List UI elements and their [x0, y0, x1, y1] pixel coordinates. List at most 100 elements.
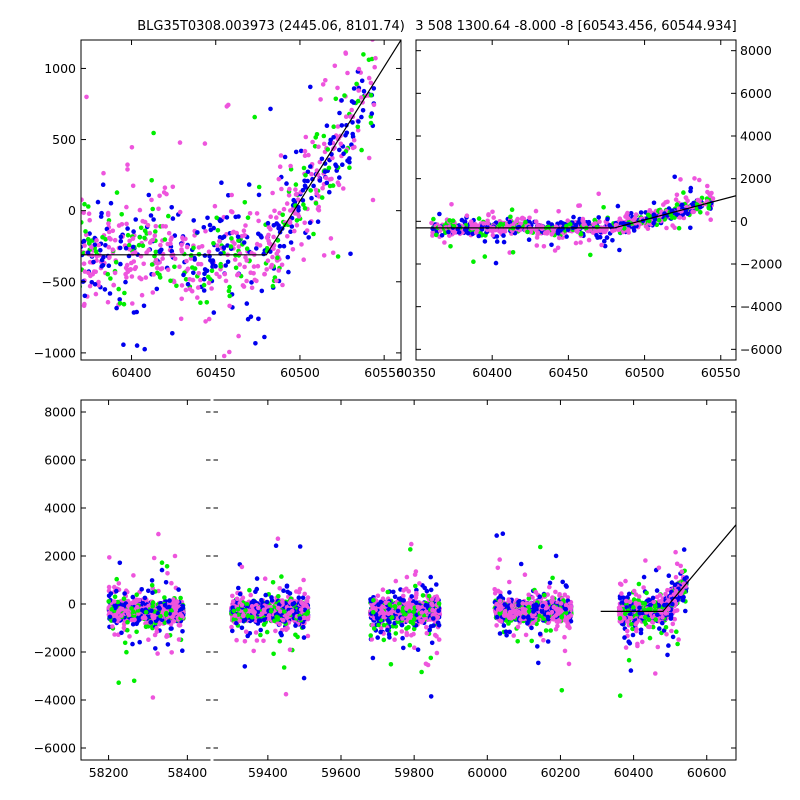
data-point [179, 242, 184, 248]
data-point [150, 695, 156, 700]
data-point [154, 286, 160, 292]
data-point [116, 609, 121, 615]
data-point [122, 290, 127, 296]
data-point [170, 331, 175, 336]
data-point [261, 607, 267, 613]
data-point [576, 203, 581, 208]
data-point [235, 607, 241, 612]
data-point [597, 219, 602, 224]
points [229, 531, 689, 699]
data-point [246, 182, 252, 187]
data-point [354, 81, 359, 87]
data-point [270, 254, 275, 260]
data-point [304, 228, 310, 233]
data-point [437, 224, 443, 230]
data-point [465, 230, 471, 236]
data-point [422, 585, 428, 591]
data-point [447, 218, 452, 223]
data-point [247, 587, 252, 593]
data-point [341, 186, 346, 191]
data-point [359, 147, 364, 153]
data-point [249, 614, 255, 620]
data-point [268, 264, 274, 270]
data-point [271, 246, 276, 251]
data-point [168, 241, 173, 246]
data-point [206, 280, 212, 286]
data-point [375, 593, 381, 599]
data-point [413, 569, 419, 574]
data-point [305, 615, 311, 620]
data-point [337, 147, 342, 153]
x-tick-label: 60450 [548, 365, 588, 380]
data-point [289, 224, 295, 229]
data-point [126, 603, 131, 609]
data-point [359, 78, 365, 84]
data-point [588, 252, 593, 258]
data-point [106, 244, 112, 250]
data-point [564, 234, 569, 239]
data-point [556, 209, 561, 214]
data-point [131, 573, 136, 578]
data-point [313, 135, 319, 140]
data-point [358, 95, 364, 100]
data-point [226, 193, 231, 198]
data-point [122, 591, 127, 596]
data-point [242, 664, 248, 669]
data-point [371, 102, 377, 108]
data-point [66, 268, 71, 273]
data-point [613, 222, 619, 228]
data-point [591, 222, 597, 227]
data-point [177, 264, 182, 270]
data-point [96, 279, 101, 285]
data-point [259, 235, 264, 240]
data-point [305, 595, 311, 600]
data-point [76, 349, 81, 354]
data-point [133, 265, 139, 270]
data-point [202, 271, 207, 277]
data-point [360, 108, 366, 113]
data-point [74, 258, 79, 263]
data-point [106, 229, 112, 235]
data-point [235, 272, 240, 278]
data-point [501, 239, 507, 245]
data-point [270, 580, 276, 585]
data-point [153, 229, 158, 234]
data-point [596, 215, 601, 220]
data-point [428, 574, 434, 580]
points [106, 531, 186, 700]
data-point [232, 241, 237, 246]
data-point [141, 261, 146, 267]
data-point [568, 222, 573, 227]
data-point [116, 581, 122, 586]
data-point [710, 196, 716, 201]
data-point [143, 275, 149, 280]
data-point [590, 230, 596, 235]
data-point [119, 222, 125, 227]
data-point [230, 628, 235, 634]
data-point [181, 272, 186, 278]
data-point [150, 237, 156, 243]
data-point [108, 200, 114, 206]
data-point [600, 228, 605, 233]
data-point [325, 147, 331, 152]
data-point [139, 292, 145, 298]
data-point [133, 597, 138, 603]
data-point [149, 178, 154, 183]
data-point [329, 176, 334, 182]
y-tick-label: 2000 [44, 549, 76, 564]
data-point [244, 278, 249, 284]
data-point [294, 223, 300, 228]
data-point [555, 245, 561, 251]
data-point [236, 333, 241, 339]
data-point [243, 223, 248, 228]
data-point [131, 609, 136, 615]
data-point [131, 678, 137, 684]
data-point [118, 606, 123, 611]
data-point [526, 237, 532, 242]
data-point [141, 303, 147, 309]
data-point [249, 280, 254, 285]
data-point [241, 613, 246, 618]
data-point [137, 207, 143, 213]
data-point [302, 153, 308, 158]
data-point [166, 604, 172, 610]
